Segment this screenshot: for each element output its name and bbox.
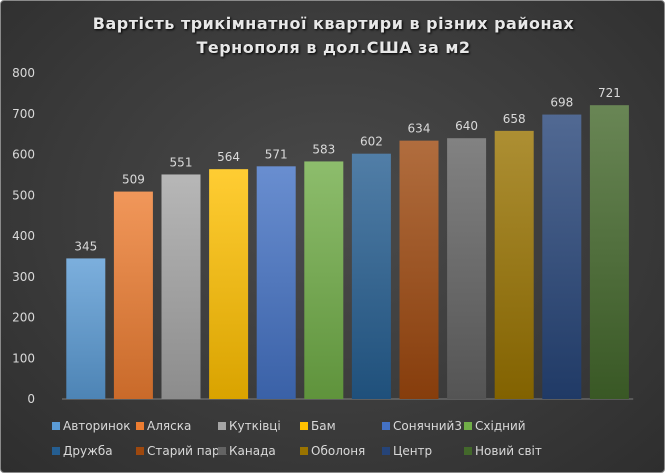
bar-Авторинок [66, 258, 106, 399]
legend-label: Авторинок [63, 419, 131, 433]
bar-Дружба [351, 153, 391, 399]
y-tick-label: 400 [12, 229, 35, 243]
data-label: 658 [503, 112, 526, 126]
data-label: 698 [550, 96, 573, 110]
legend-item: Аляска [136, 419, 191, 433]
legend-swatch [136, 422, 144, 430]
chart-title-line-1: Вартість трикімнатної квартири в різних … [92, 14, 575, 33]
legend-item: Оболоня [300, 444, 365, 458]
legend-item: Канада [218, 444, 276, 458]
data-label: 721 [598, 86, 621, 100]
y-tick-label: 100 [12, 351, 35, 365]
bar-Центр [542, 114, 582, 399]
legend-label: Дружба [63, 444, 113, 458]
bar-Старий парк [399, 140, 439, 399]
legend-label: Центр [393, 444, 433, 458]
legend-item: Новий світ [464, 444, 542, 458]
y-tick-label: 500 [12, 188, 35, 202]
chart-title-line-2: Тернополя в дол.США за м2 [196, 38, 471, 57]
y-tick-label: 300 [12, 270, 35, 284]
data-label: 583 [312, 142, 335, 156]
legend-swatch [382, 447, 390, 455]
legend-swatch [218, 422, 226, 430]
bar-Аляска [113, 191, 153, 399]
legend-swatch [300, 447, 308, 455]
bar-Канада [447, 138, 487, 399]
bar-Східний [304, 161, 344, 399]
y-tick-label: 700 [12, 107, 35, 121]
legend-swatch [382, 422, 390, 430]
data-label: 634 [408, 122, 431, 136]
legend-swatch [464, 422, 472, 430]
legend-label: Бам [311, 419, 336, 433]
data-label: 509 [122, 173, 145, 187]
legend-item: Дружба [52, 444, 113, 458]
y-tick-label: 0 [27, 392, 35, 406]
data-label: 602 [360, 135, 383, 149]
legend-label: Старий парк [147, 444, 227, 458]
legend-item: Авторинок [52, 419, 130, 433]
bar-Кутківці [161, 174, 201, 399]
y-tick-label: 600 [12, 148, 35, 162]
legend-swatch [52, 447, 60, 455]
data-label: 345 [74, 239, 97, 253]
legend-swatch [136, 447, 144, 455]
legend-item: Старий парк [136, 444, 227, 458]
legend-label: Канада [229, 444, 276, 458]
legend-label: Сонячний3 [393, 419, 462, 433]
y-tick-label: 800 [12, 66, 35, 80]
legend-item: Східний [464, 419, 526, 433]
data-label: 564 [217, 150, 240, 164]
legend-label: Оболоня [311, 444, 366, 458]
legend-label: Східний [475, 419, 526, 433]
legend-item: Центр [382, 444, 432, 458]
legend-swatch [464, 447, 472, 455]
bar-Сонячний3 [256, 166, 296, 399]
legend-swatch [218, 447, 226, 455]
legend-item: Сонячний3 [382, 419, 462, 433]
legend-swatch [52, 422, 60, 430]
bar-Оболоня [494, 130, 534, 400]
legend-swatch [300, 422, 308, 430]
legend-label: Кутківці [229, 419, 281, 433]
legend-item: Кутківці [218, 419, 281, 433]
y-tick-label: 200 [12, 311, 35, 325]
bar-Новий світ [589, 105, 629, 399]
legend-label: Новий світ [475, 444, 542, 458]
data-label: 640 [455, 119, 478, 133]
bar-Бам [209, 169, 249, 399]
legend-label: Аляска [147, 419, 192, 433]
data-label: 571 [265, 147, 288, 161]
data-label: 551 [170, 155, 193, 169]
legend-item: Бам [300, 419, 336, 433]
